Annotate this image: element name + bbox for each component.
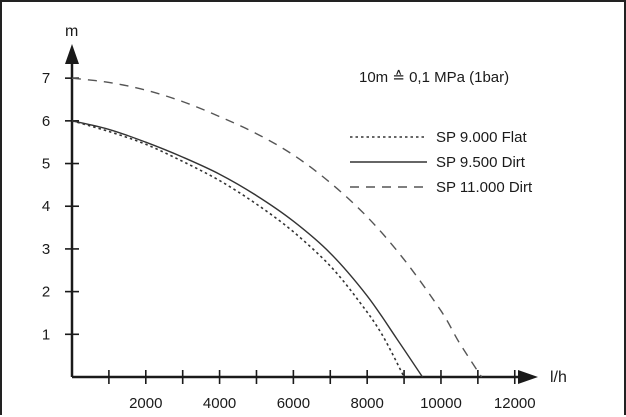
x-tick-label: 2000 [129, 395, 162, 412]
y-tick-label: 2 [42, 284, 50, 301]
x-tick-label: 8000 [350, 395, 383, 412]
series-line-2 [71, 120, 424, 378]
y-tick-label: 4 [42, 198, 50, 215]
y-tick-label: 6 [42, 113, 50, 130]
legend-label: SP 9.500 Dirt [436, 154, 526, 171]
legend-label: SP 9.000 Flat [436, 129, 527, 146]
y-ticks: 1 2 3 4 5 6 7 [42, 70, 79, 343]
y-tick-label: 3 [42, 241, 50, 258]
x-axis-label: l/h [550, 369, 567, 386]
x-tick-label: 12000 [494, 395, 536, 412]
y-tick-label: 1 [42, 326, 50, 343]
y-axis-arrowhead [65, 44, 79, 64]
x-ticks: 2000 4000 6000 8000 10000 12000 [108, 370, 536, 412]
x-tick-label: 4000 [203, 395, 236, 412]
series-lines [71, 77, 483, 378]
axes: m l/h 2000 4000 6000 8000 10000 12000 1 2 3 4 5 6 7 [42, 23, 567, 412]
x-tick-label: 6000 [277, 395, 310, 412]
legend: SP 9.000 Flat SP 9.500 Dirt SP 11.000 Dirt [350, 129, 533, 196]
x-axis-arrowhead [518, 370, 538, 384]
series-line-3 [71, 77, 483, 378]
y-tick-label: 5 [42, 156, 50, 173]
series-line-1 [71, 120, 405, 378]
legend-label: SP 11.000 Dirt [436, 179, 533, 196]
x-tick-label: 10000 [420, 395, 462, 412]
y-tick-label: 7 [42, 70, 50, 87]
y-axis-label: m [65, 23, 78, 40]
pressure-conversion-note: 10m ≙ 0,1 MPa (1bar) [359, 69, 509, 86]
